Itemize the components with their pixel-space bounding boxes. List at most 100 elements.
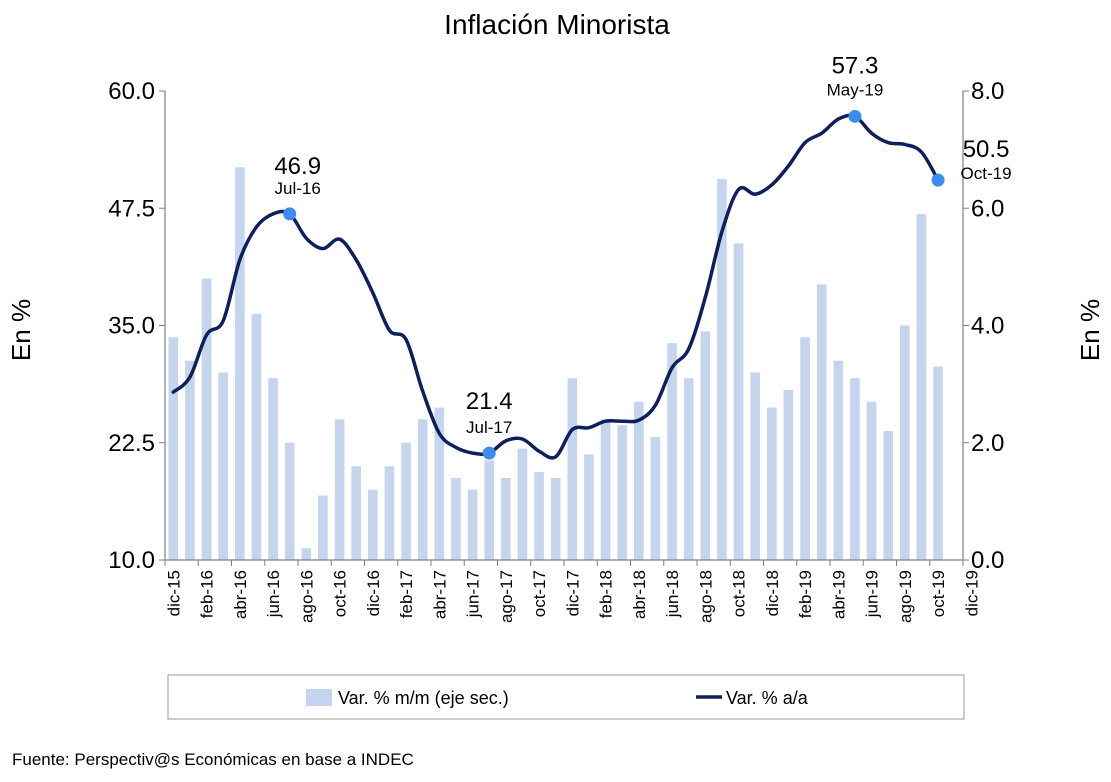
bar-abr-16	[234, 167, 245, 560]
bar-feb-18	[600, 419, 611, 560]
x-tick-label: dic-18	[763, 570, 782, 616]
bar-sep-18	[717, 178, 727, 560]
bar-sep-16	[318, 495, 328, 560]
y-left-tick-label: 35.0	[108, 313, 155, 340]
bar-may-19	[850, 378, 860, 560]
bar-abr-17	[434, 407, 445, 560]
x-tick-label: dic-16	[364, 570, 383, 616]
bar-oct-18	[733, 243, 744, 561]
y-right-tick-label: 6.0	[971, 195, 1004, 222]
bar-ago-19	[899, 325, 910, 560]
bar-dic-16	[367, 489, 378, 560]
bar-ene-17	[384, 466, 395, 560]
x-tick-label: oct-19	[929, 570, 948, 617]
annotation-date-Jul-17: Jul-17	[466, 418, 512, 437]
x-tick-label: jun-19	[863, 570, 882, 618]
bar-ene-19	[783, 389, 794, 560]
x-tick-label: jun-18	[663, 570, 682, 618]
y-right-tick-label: 8.0	[971, 78, 1004, 105]
bar-mar-16	[218, 372, 229, 560]
y-axis-left-label: En %	[6, 299, 36, 361]
bar-may-16	[251, 313, 262, 560]
bar-oct-19	[933, 366, 943, 560]
bar-nov-17	[550, 477, 561, 560]
x-tick-label: jun-16	[264, 570, 283, 618]
x-tick-label: ago-16	[297, 570, 316, 623]
y-right-tick-label: 2.0	[971, 430, 1004, 457]
bar-mar-19	[816, 284, 827, 560]
legend-bar-label: Var. % m/m (eje sec.)	[338, 688, 509, 708]
bar-jul-19	[883, 431, 894, 560]
annotation-date-Jul-16: Jul-16	[275, 179, 321, 198]
bar-nov-18	[750, 372, 761, 560]
x-tick-label: abr-19	[829, 570, 848, 619]
x-tick-label: feb-19	[796, 570, 815, 618]
bar-dic-18	[766, 407, 777, 560]
marker-May-19	[848, 109, 862, 123]
annotation-date-Oct-19: Oct-19	[961, 164, 1012, 183]
x-tick-label: abr-16	[231, 570, 250, 619]
bar-jul-18	[683, 378, 694, 560]
legend-bar-swatch	[306, 689, 332, 706]
x-tick-label: abr-17	[430, 570, 449, 619]
x-tick-label: dic-17	[563, 570, 582, 616]
y-left-tick-label: 60.0	[108, 78, 155, 105]
bar-jul-16	[284, 442, 295, 560]
y-left-tick-label: 22.5	[108, 430, 155, 457]
bar-feb-16	[201, 278, 212, 560]
bar-sep-17	[517, 448, 528, 560]
legend-box	[167, 674, 965, 720]
x-tick-label: ago-17	[497, 570, 516, 623]
y-right-tick-label: 4.0	[971, 313, 1004, 340]
bar-ago-16	[301, 548, 312, 560]
bar-abr-18	[633, 401, 644, 560]
x-tick-label: feb-17	[397, 570, 416, 618]
source-note: Fuente: Perspectiv@s Económicas en base …	[12, 750, 414, 769]
y-axis-left-ticks: 10.0 22.5 35.0 47.5 60.0	[108, 78, 165, 574]
y-left-tick-label: 47.5	[108, 195, 155, 222]
bar-series	[168, 167, 943, 561]
line-series-var-aa	[171, 113, 940, 460]
bar-mar-18	[617, 425, 628, 560]
bar-ene-16	[185, 360, 195, 560]
bar-ene-18	[584, 454, 594, 560]
bar-jun-18	[667, 343, 677, 560]
bar-oct-17	[534, 472, 544, 560]
bar-dic-17	[567, 378, 578, 560]
y-axis-right-label: En %	[1075, 299, 1105, 361]
bar-abr-19	[833, 360, 844, 560]
marker-Jul-17	[482, 446, 496, 460]
x-tick-label: oct-16	[331, 570, 350, 617]
annotation-date-May-19: May-19	[827, 80, 884, 99]
bar-ago-17	[500, 477, 511, 560]
x-tick-label: ago-18	[696, 570, 715, 623]
marker-Jul-16	[283, 207, 297, 221]
x-tick-label: feb-18	[597, 570, 616, 618]
bar-jun-19	[866, 401, 877, 560]
bar-feb-17	[401, 442, 411, 560]
bar-ago-18	[700, 331, 711, 560]
y-axis-right-ticks: 0.0 2.0 4.0 6.0 8.0	[963, 78, 1004, 574]
x-tick-label: jun-17	[464, 570, 483, 618]
x-axis-ticks: dic-15 feb-16 abr-16 jun-16 ago-16 oct-16 dic-…	[164, 570, 981, 623]
annotation-value-Oct-19: 50.5	[963, 136, 1010, 163]
x-tick-label: abr-18	[630, 570, 649, 619]
y-right-tick-label: 0.0	[971, 547, 1004, 574]
bar-feb-19	[800, 337, 810, 560]
x-tick-label: ago-19	[896, 570, 915, 623]
x-tick-label: feb-16	[198, 570, 217, 618]
bar-dic-15	[168, 337, 179, 560]
bar-sep-19	[916, 214, 927, 561]
bar-jul-17	[484, 460, 495, 560]
bar-mar-17	[417, 419, 428, 560]
x-tick-label: oct-18	[730, 570, 749, 617]
chart-title: Inflación Minorista	[444, 9, 670, 40]
y-left-tick-label: 10.0	[108, 547, 155, 574]
marker-Oct-19	[931, 173, 945, 187]
x-tick-label: dic-19	[962, 570, 981, 616]
annotation-value-Jul-16: 46.9	[274, 153, 321, 180]
bar-jun-16	[268, 378, 278, 560]
bar-jun-17	[467, 489, 478, 560]
